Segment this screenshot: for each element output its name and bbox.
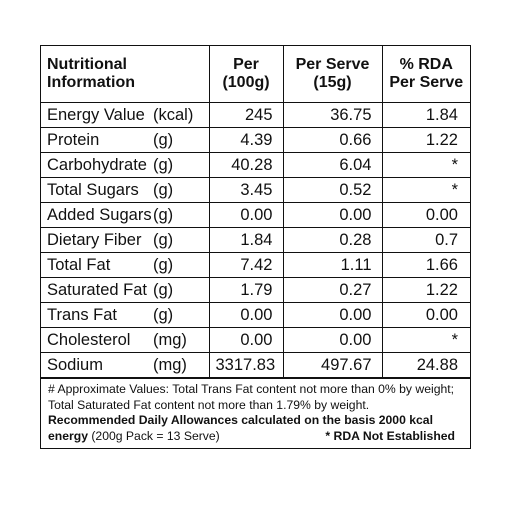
nutrient-name: Energy Value	[47, 105, 145, 124]
nutrient-name: Carbohydrate	[47, 155, 147, 174]
per-100g: 3.45	[208, 177, 284, 203]
rda-per-serve: *	[381, 327, 470, 353]
rda-per-serve: *	[381, 152, 470, 178]
nutrient-unit: (g)	[153, 305, 174, 324]
nutrient-row: Protein (g) 4.39 0.66 1.22	[41, 127, 470, 153]
nutrient-row: Cholesterol (mg) 0.00 0.00 *	[41, 327, 470, 353]
footnote: # Approximate Values: Total Trans Fat co…	[48, 382, 455, 412]
rda-per-serve: 0.00	[381, 202, 470, 228]
nutrient-cell: Sodium (mg)	[41, 352, 210, 378]
per-100g: 7.42	[208, 252, 284, 278]
rda-not-established: * RDA Not Established	[325, 428, 455, 443]
nutrition-table: Nutritional Information Per (100g) Per Ser…	[41, 46, 470, 378]
nutrient-name: Trans Fat	[47, 305, 117, 324]
per-serve: 1.11	[282, 252, 383, 278]
nutrient-unit: (g)	[153, 255, 174, 274]
per-serve: 497.67	[282, 352, 383, 378]
nutrient-row: Saturated Fat (g) 1.79 0.27 1.22	[41, 277, 470, 303]
per-serve: 0.28	[282, 227, 383, 253]
nutrient-cell: Protein (g)	[41, 127, 210, 153]
header-cell: Per (100g)	[208, 46, 284, 103]
per-serve: 0.00	[282, 302, 383, 328]
nutrient-row: Added Sugars (g) 0.00 0.00 0.00	[41, 202, 470, 228]
nutrient-name: Added Sugars	[47, 205, 152, 224]
nutrient-name: Saturated Fat	[47, 280, 147, 299]
nutrient-unit: (g)	[153, 280, 174, 299]
rda-per-serve: 1.66	[381, 252, 470, 278]
nutrient-name: Dietary Fiber	[47, 230, 142, 249]
per-100g: 0.00	[208, 202, 284, 228]
per-100g: 0.00	[208, 327, 284, 353]
rda-per-serve: 1.84	[381, 102, 470, 128]
table-body: Energy Value (kcal) 245 36.75 1.84 Protein (g)…	[41, 102, 470, 378]
nutrient-unit: (g)	[153, 230, 174, 249]
nutrient-name: Protein	[47, 130, 100, 149]
header-cell: Nutritional Information	[41, 46, 210, 103]
nutrient-row: Trans Fat (g) 0.00 0.00 0.00	[41, 302, 470, 328]
nutrient-cell: Trans Fat (g)	[41, 302, 210, 328]
rda-basis: Recommended Daily Allowances calculated …	[48, 413, 433, 443]
nutrient-cell: Total Sugars (g)	[41, 177, 210, 203]
nutrient-cell: Total Fat (g)	[41, 252, 210, 278]
nutrient-unit: (mg)	[153, 330, 187, 349]
header-cell: % RDA Per Serve	[381, 46, 470, 103]
rda-per-serve: 0.7	[381, 227, 470, 253]
rda-per-serve: 1.22	[381, 277, 470, 303]
per-serve: 6.04	[282, 152, 383, 178]
per-100g: 0.00	[208, 302, 284, 328]
nutrition-panel: Nutritional Information Per (100g) Per Ser…	[40, 45, 471, 449]
nutrient-unit: (g)	[153, 130, 174, 149]
nutrient-cell: Saturated Fat (g)	[41, 277, 210, 303]
nutrient-name: Total Fat	[47, 255, 111, 274]
nutrient-row: Energy Value (kcal) 245 36.75 1.84	[41, 102, 470, 128]
per-100g: 245	[208, 102, 284, 128]
nutrient-cell: Dietary Fiber (g)	[41, 227, 210, 253]
rda-per-serve: *	[381, 177, 470, 203]
nutrient-row: Dietary Fiber (g) 1.84 0.28 0.7	[41, 227, 470, 253]
nutrient-unit: (kcal)	[153, 105, 194, 124]
nutrient-cell: Cholesterol (mg)	[41, 327, 210, 353]
per-serve: 0.52	[282, 177, 383, 203]
per-serve: 0.00	[282, 327, 383, 353]
nutrient-cell: Added Sugars (g)	[41, 202, 210, 228]
nutrient-cell: Energy Value (kcal)	[41, 102, 210, 128]
per-serve: 0.27	[282, 277, 383, 303]
nutrient-unit: (g)	[153, 155, 174, 174]
nutrient-cell: Carbohydrate (g)	[41, 152, 210, 178]
nutrient-unit: (g)	[153, 180, 174, 199]
nutrient-row: Total Sugars (g) 3.45 0.52 *	[41, 177, 470, 203]
rda-per-serve: 0.00	[381, 302, 470, 328]
nutrient-row: Sodium (mg) 3317.83 497.67 24.88	[41, 352, 470, 378]
nutrient-name: Sodium	[47, 355, 103, 374]
header-row: Nutritional Information Per (100g) Per Ser…	[41, 46, 470, 103]
per-100g: 40.28	[208, 152, 284, 178]
pack-info: (200g Pack = 13 Serve)	[91, 428, 220, 443]
rda-per-serve: 1.22	[381, 127, 470, 153]
rda-per-serve: 24.88	[381, 352, 470, 378]
nutrient-unit: (mg)	[153, 355, 187, 374]
nutrient-name: Total Sugars	[47, 180, 139, 199]
table-header: Nutritional Information Per (100g) Per Ser…	[41, 46, 470, 103]
per-serve: 0.00	[282, 202, 383, 228]
nutrient-row: Carbohydrate (g) 40.28 6.04 *	[41, 152, 470, 178]
per-100g: 1.84	[208, 227, 284, 253]
header-cell: Per Serve (15g)	[282, 46, 383, 103]
per-100g: 4.39	[208, 127, 284, 153]
nutrient-unit: (g)	[153, 205, 174, 224]
nutrient-row: Total Fat (g) 7.42 1.11 1.66	[41, 252, 470, 278]
nutrient-name: Cholesterol	[47, 330, 131, 349]
footer: # Approximate Values: Total Trans Fat co…	[41, 378, 470, 448]
per-100g: 3317.83	[208, 352, 284, 378]
rda-block: Recommended Daily Allowances calculated …	[48, 413, 465, 444]
per-serve: 36.75	[282, 102, 383, 128]
per-serve: 0.66	[282, 127, 383, 153]
per-100g: 1.79	[208, 277, 284, 303]
